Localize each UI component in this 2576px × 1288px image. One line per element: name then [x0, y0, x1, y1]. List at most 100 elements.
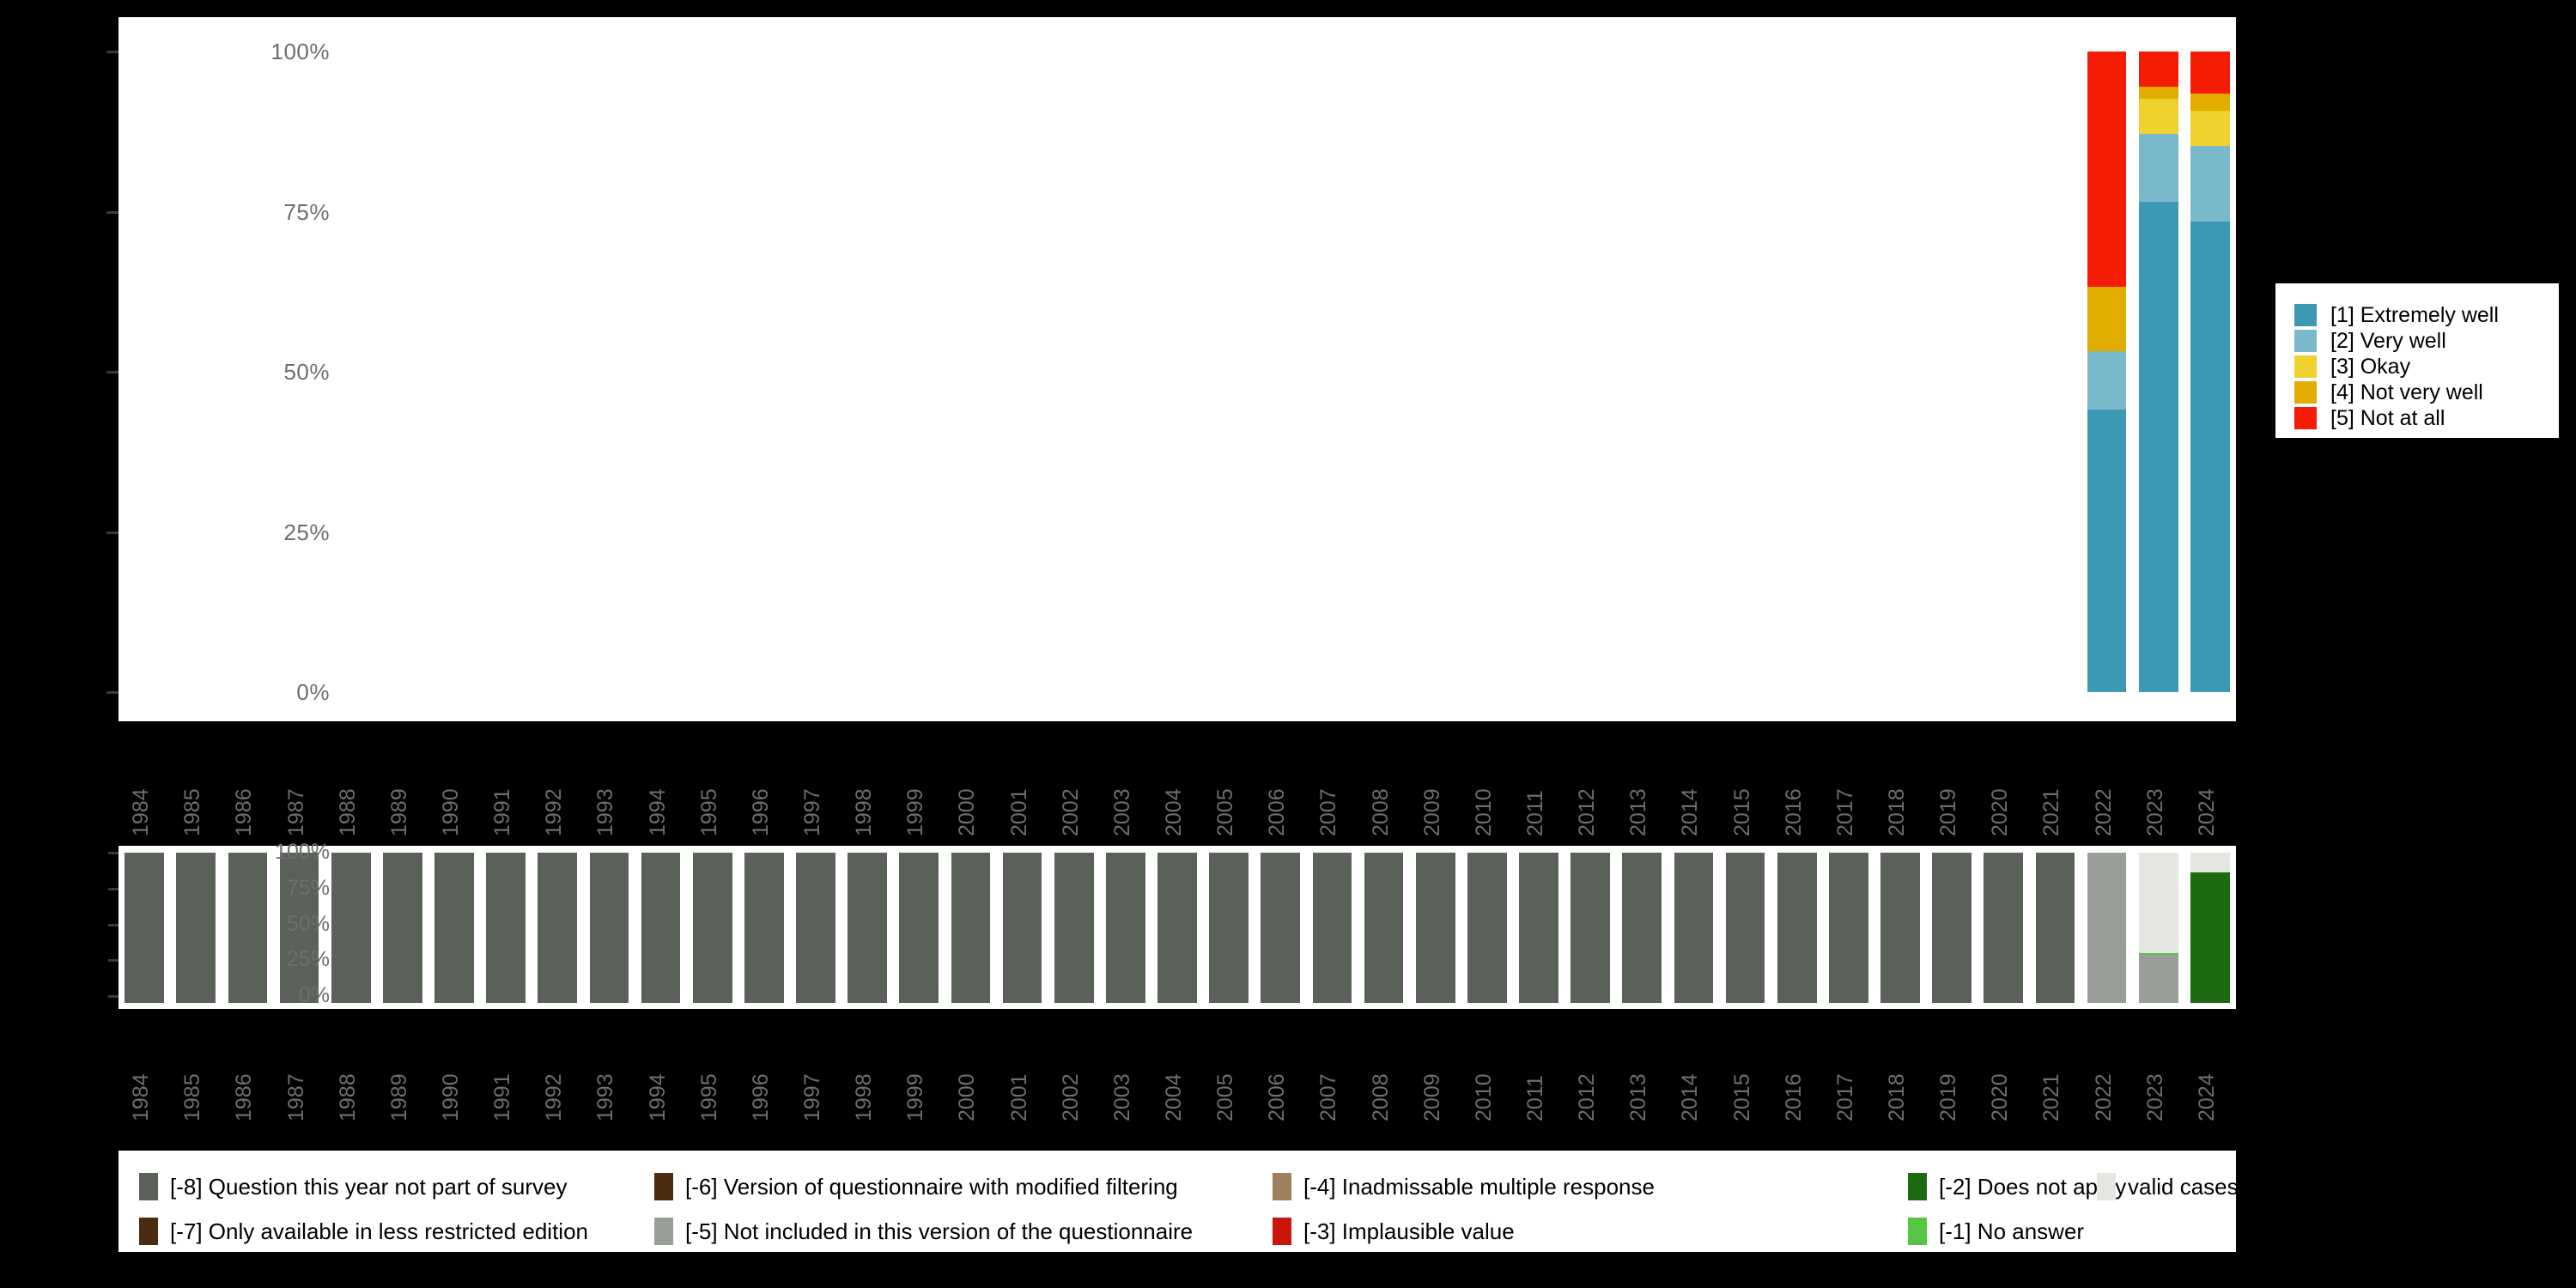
- availability-bar-1992[interactable]: [538, 853, 578, 1003]
- availability-bar-1997[interactable]: [796, 853, 835, 1003]
- availability-bar-1998[interactable]: [848, 853, 887, 1003]
- availability-segment-2006-code-8[interactable]: [1261, 853, 1301, 1003]
- availability-bar-2001[interactable]: [1002, 853, 1042, 1003]
- value-legend-item-4[interactable]: [4] Not very well: [2294, 380, 2543, 405]
- availability-segment-2009-code-8[interactable]: [1415, 853, 1455, 1003]
- bar-segment-2022-s2[interactable]: [2087, 351, 2127, 410]
- availability-segment-2008-code-8[interactable]: [1364, 853, 1404, 1003]
- availability-bar-2004[interactable]: [1157, 853, 1197, 1003]
- availability-bar-2000[interactable]: [951, 853, 991, 1003]
- availability-bar-1993[interactable]: [589, 853, 629, 1003]
- availability-segment-1991-code-8[interactable]: [486, 853, 526, 1003]
- availability-bar-1985[interactable]: [176, 853, 216, 1003]
- availability-segment-1993-code-8[interactable]: [589, 853, 629, 1003]
- availability-bar-1994[interactable]: [641, 853, 681, 1003]
- availability-bar-2003[interactable]: [1105, 853, 1145, 1003]
- value-legend-item-3[interactable]: [3] Okay: [2294, 354, 2543, 380]
- missing-legend-item[interactable]: [-2] Does not apply: [1908, 1173, 2126, 1200]
- availability-segment-2019-code-8[interactable]: [1932, 853, 1972, 1003]
- value-legend-item-5[interactable]: [5] Not at all: [2294, 405, 2543, 431]
- availability-segment-1987-code-8[interactable]: [279, 853, 319, 1003]
- availability-segment-2015-code-8[interactable]: [1725, 853, 1765, 1003]
- availability-bar-2009[interactable]: [1415, 853, 1455, 1003]
- availability-segment-1998-code-8[interactable]: [848, 853, 887, 1003]
- availability-segment-2023-codevalid[interactable]: [2138, 853, 2178, 954]
- missing-legend-item[interactable]: [-1] No answer: [1908, 1218, 2084, 1245]
- availability-segment-1992-code-8[interactable]: [538, 853, 578, 1003]
- availability-segment-2014-code-8[interactable]: [1674, 853, 1714, 1003]
- availability-segment-2005-code-8[interactable]: [1209, 853, 1249, 1003]
- availability-segment-2017-code-8[interactable]: [1829, 853, 1868, 1003]
- stacked-bar-2024[interactable]: [2190, 52, 2230, 692]
- availability-segment-1986-code-8[interactable]: [228, 853, 268, 1003]
- missing-legend-item[interactable]: [-4] Inadmissable multiple response: [1273, 1173, 1655, 1200]
- availability-segment-2024-code-2[interactable]: [2190, 872, 2230, 1003]
- stacked-bar-2023[interactable]: [2138, 52, 2178, 692]
- missing-legend-item[interactable]: [-3] Implausible value: [1273, 1218, 1515, 1245]
- availability-segment-2012-code-8[interactable]: [1571, 853, 1611, 1003]
- availability-segment-1984-code-8[interactable]: [125, 853, 164, 1003]
- availability-bar-2002[interactable]: [1054, 853, 1094, 1003]
- availability-segment-1994-code-8[interactable]: [641, 853, 681, 1003]
- availability-bar-2023[interactable]: [2138, 853, 2178, 1003]
- availability-bar-2018[interactable]: [1880, 853, 1920, 1003]
- availability-segment-1997-code-8[interactable]: [796, 853, 835, 1003]
- availability-segment-2023-code-5[interactable]: [2138, 955, 2178, 1003]
- bar-segment-2023-s1[interactable]: [2138, 202, 2178, 692]
- availability-segment-2003-code-8[interactable]: [1105, 853, 1145, 1003]
- bar-segment-2024-s1[interactable]: [2190, 222, 2230, 692]
- availability-bar-1996[interactable]: [744, 853, 784, 1003]
- bar-segment-2024-s5[interactable]: [2190, 52, 2230, 94]
- availability-segment-2023-code-1[interactable]: [2138, 953, 2178, 955]
- bar-segment-2023-s3[interactable]: [2138, 99, 2178, 135]
- availability-bar-1991[interactable]: [486, 853, 526, 1003]
- availability-bar-2010[interactable]: [1467, 853, 1507, 1003]
- bar-segment-2024-s3[interactable]: [2190, 110, 2230, 147]
- availability-bar-2015[interactable]: [1725, 853, 1765, 1003]
- availability-segment-1988-code-8[interactable]: [331, 853, 371, 1003]
- availability-segment-1989-code-8[interactable]: [382, 853, 422, 1003]
- value-legend-item-2[interactable]: [2] Very well: [2294, 328, 2543, 354]
- bar-segment-2023-s5[interactable]: [2138, 52, 2178, 88]
- bar-segment-2022-s4[interactable]: [2087, 286, 2127, 352]
- availability-bar-2022[interactable]: [2087, 853, 2127, 1003]
- availability-segment-2007-code-8[interactable]: [1312, 853, 1352, 1003]
- availability-segment-1996-code-8[interactable]: [744, 853, 784, 1003]
- missing-legend-item[interactable]: [-5] Not included in this version of the…: [654, 1218, 1193, 1245]
- availability-bar-2024[interactable]: [2190, 853, 2230, 1003]
- availability-bar-2017[interactable]: [1829, 853, 1868, 1003]
- availability-segment-1995-code-8[interactable]: [692, 853, 732, 1003]
- bar-segment-2022-s5[interactable]: [2087, 52, 2127, 287]
- availability-segment-1985-code-8[interactable]: [176, 853, 216, 1003]
- availability-segment-2020-code-8[interactable]: [1984, 853, 2024, 1003]
- bar-segment-2024-s4[interactable]: [2190, 93, 2230, 111]
- bar-segment-2023-s4[interactable]: [2138, 87, 2178, 100]
- availability-bar-2014[interactable]: [1674, 853, 1714, 1003]
- bar-segment-2022-s1[interactable]: [2087, 410, 2127, 692]
- availability-bar-2007[interactable]: [1312, 853, 1352, 1003]
- availability-bar-2013[interactable]: [1622, 853, 1662, 1003]
- missing-legend-item[interactable]: valid cases: [2097, 1173, 2239, 1200]
- missing-legend-item[interactable]: [-7] Only available in less restricted e…: [139, 1218, 588, 1245]
- availability-bar-2012[interactable]: [1571, 853, 1611, 1003]
- availability-segment-2024-codevalid[interactable]: [2190, 853, 2230, 872]
- missing-legend-item[interactable]: [-8] Question this year not part of surv…: [139, 1173, 567, 1200]
- value-legend-item-1[interactable]: [1] Extremely well: [2294, 302, 2543, 328]
- availability-bar-1989[interactable]: [382, 853, 422, 1003]
- availability-bar-1990[interactable]: [434, 853, 474, 1003]
- availability-bar-2006[interactable]: [1261, 853, 1301, 1003]
- availability-bar-1999[interactable]: [899, 853, 939, 1003]
- availability-segment-2011-code-8[interactable]: [1519, 853, 1558, 1003]
- availability-bar-1988[interactable]: [331, 853, 371, 1003]
- availability-segment-2000-code-8[interactable]: [951, 853, 991, 1003]
- availability-bar-2021[interactable]: [2035, 853, 2075, 1003]
- availability-bar-2011[interactable]: [1519, 853, 1558, 1003]
- availability-bar-2019[interactable]: [1932, 853, 1972, 1003]
- bar-segment-2023-s2[interactable]: [2138, 134, 2178, 203]
- availability-bar-1995[interactable]: [692, 853, 732, 1003]
- availability-segment-1990-code-8[interactable]: [434, 853, 474, 1003]
- availability-segment-2001-code-8[interactable]: [1002, 853, 1042, 1003]
- availability-bar-2008[interactable]: [1364, 853, 1404, 1003]
- availability-segment-2022-code-5[interactable]: [2087, 853, 2127, 1003]
- availability-bar-1987[interactable]: [279, 853, 319, 1003]
